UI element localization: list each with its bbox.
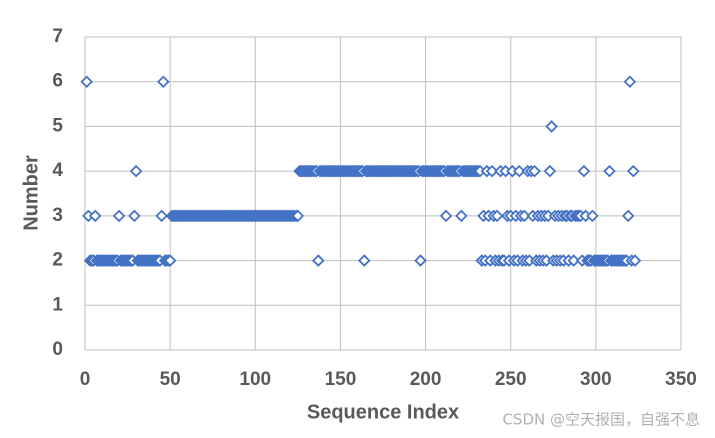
point <box>129 164 143 178</box>
point <box>621 209 635 223</box>
x-tick-label: 300 <box>580 369 612 390</box>
point <box>603 164 616 178</box>
point <box>155 209 168 223</box>
point <box>414 254 427 267</box>
x-tick-label: 50 <box>160 369 181 390</box>
point <box>518 209 531 223</box>
point <box>623 75 637 88</box>
x-axis-title: Sequence Index <box>307 401 459 423</box>
y-tick-label: 5 <box>52 115 63 136</box>
x-tick-label: 200 <box>410 369 442 390</box>
point <box>439 209 453 223</box>
point <box>528 164 541 178</box>
point <box>163 254 177 267</box>
point <box>545 120 558 133</box>
y-tick-label: 4 <box>52 160 63 181</box>
y-axis-title: Number <box>20 155 42 231</box>
y-tick-label: 7 <box>52 26 63 47</box>
point <box>577 164 591 178</box>
point <box>88 209 102 223</box>
x-tick-label: 150 <box>325 369 357 390</box>
x-tick-label: 100 <box>239 369 271 390</box>
y-tick-label: 1 <box>52 294 63 315</box>
x-tick-label: 250 <box>495 369 527 390</box>
y-tick-label: 0 <box>52 339 63 360</box>
y-tick-label: 2 <box>52 250 63 271</box>
point <box>291 209 305 223</box>
point <box>628 254 642 267</box>
watermark: CSDN @空天报国，自强不息 <box>502 411 700 429</box>
x-tick-label: 0 <box>80 369 91 390</box>
point <box>512 164 526 178</box>
point <box>490 209 504 223</box>
x-tick-label: 350 <box>665 369 697 390</box>
point <box>312 254 325 267</box>
point <box>586 209 599 223</box>
point <box>543 164 557 178</box>
point <box>455 209 468 223</box>
point <box>485 164 499 178</box>
point <box>80 75 93 88</box>
y-tick-label: 3 <box>52 205 63 226</box>
point <box>357 254 371 267</box>
point <box>128 209 141 223</box>
point <box>567 254 580 267</box>
point <box>157 75 170 88</box>
point <box>627 164 640 178</box>
point <box>112 209 126 223</box>
y-tick-label: 6 <box>52 71 63 92</box>
